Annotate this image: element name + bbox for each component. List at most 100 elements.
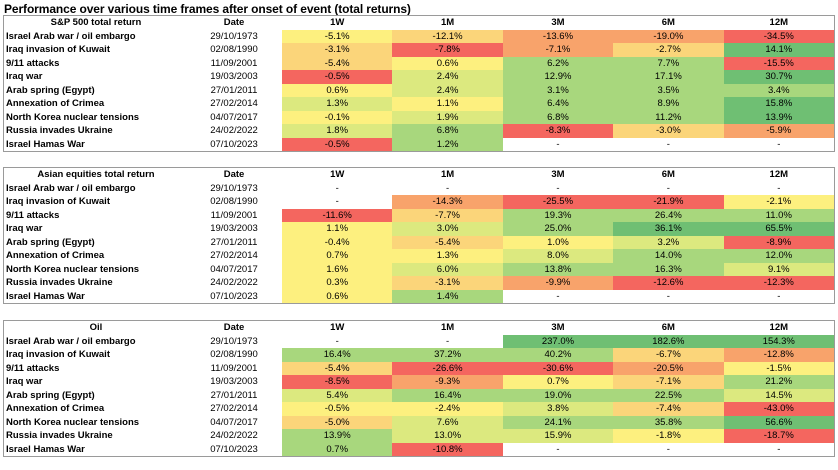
return-cell: 1.3% [282,97,393,111]
return-cell: 5.4% [282,388,393,402]
return-cell: 7.6% [392,415,503,429]
return-cell: -12.1% [392,29,503,43]
return-cell: 24.1% [502,415,614,429]
return-cell: - [613,289,724,303]
return-cell: 237.0% [502,334,614,348]
return-cell: 13.8% [502,262,614,276]
returns-table: Asian equities total return Date 1W 1M 3M 6M 1… [4,168,834,303]
return-cell: 7.7% [613,56,724,70]
column-header: 6M [613,321,724,335]
return-cell: 14.0% [613,249,724,263]
event-name: Annexation of Crimea [6,403,105,414]
return-cell: -14.3% [392,195,503,209]
column-header: 1M [392,168,503,182]
return-cell: 3.5% [613,83,724,97]
return-cell: 1.3% [392,249,503,263]
table-row: Israel Arab war / oil embargo 29/10/1973 -… [4,29,834,43]
event-name: Israel Arab war / oil embargo [6,30,136,42]
return-cell: -18.7% [723,429,834,443]
event-date: 24/02/2022 [210,125,258,136]
event-date: 27/02/2014 [210,403,258,414]
return-cell: -5.9% [723,124,834,138]
return-cell: -1.8% [613,429,724,443]
return-cell: 13.9% [282,429,393,443]
return-cell: 6.8% [392,124,503,138]
return-cell: 1.0% [502,235,614,249]
returns-table: S&P 500 total return Date 1W 1M 3M 6M 12M Israe… [4,16,834,151]
return-cell: 15.8% [723,97,834,111]
table-row: 9/11 attacks 11/09/2001 -11.6% -7.7% 19.3% 26… [4,208,834,222]
event-date: 29/10/1973 [210,182,258,194]
table-row: Iraq war 19/03/2003 -0.5% 2.4% 12.9% 17.1% 30.… [4,70,834,84]
table-row: Israel Hamas War 07/10/2023 0.7% -10.8% - - - [4,442,834,456]
return-cell: 1.2% [392,137,503,151]
return-cell: -5.4% [282,56,393,70]
return-cell: - [392,181,503,195]
event-date: 27/02/2014 [210,250,258,261]
return-cell: -11.6% [282,208,393,222]
return-cell: 36.1% [613,222,724,236]
event-date: 02/08/1990 [210,196,258,207]
sp500-table-block: S&P 500 total return Date 1W 1M 3M 6M 12M Israe… [3,15,835,152]
event-date: 19/03/2003 [210,376,258,387]
return-cell: 0.6% [392,56,503,70]
return-cell: 1.6% [282,262,393,276]
event-name: Israel Arab war / oil embargo [6,335,136,347]
return-cell: -3.1% [392,276,503,290]
return-cell: 0.7% [502,375,614,389]
table-row: North Korea nuclear tensions 04/07/2017 1.… [4,262,834,276]
return-cell: -8.3% [502,124,614,138]
return-cell: -3.0% [613,124,724,138]
event-date: 29/10/1973 [210,30,258,42]
return-cell: -43.0% [723,402,834,416]
returns-table: Oil Date 1W 1M 3M 6M 12M Israel Arab war / oil … [4,321,834,456]
table-row: Annexation of Crimea 27/02/2014 0.7% 1.3% 8.… [4,249,834,263]
event-date: 04/07/2017 [210,263,258,275]
return-cell: -12.3% [723,276,834,290]
return-cell: -9.9% [502,276,614,290]
column-header: 6M [613,168,724,182]
event-date: 27/01/2011 [210,84,258,96]
return-cell: -7.1% [502,43,614,57]
column-header: 1W [282,168,393,182]
event-date: 24/02/2022 [210,277,258,288]
return-cell: -2.4% [392,402,503,416]
column-header: 3M [502,321,614,335]
event-date: 19/03/2003 [210,71,258,82]
table-row: Russia invades Ukraine 24/02/2022 13.9% 13.… [4,429,834,443]
table-header-row: Asian equities total return Date 1W 1M 3M 6M 1… [4,168,834,182]
table-row: Iraq invasion of Kuwait 02/08/1990 -3.1% -7… [4,43,834,57]
column-header: 3M [502,16,614,30]
return-cell: -15.5% [723,56,834,70]
section-title: Oil [4,321,186,335]
return-cell: - [502,442,614,456]
event-date: 07/10/2023 [210,443,258,455]
return-cell: -0.4% [282,235,393,249]
return-cell: -0.5% [282,70,393,84]
event-name: Arab spring (Egypt) [6,84,95,96]
return-cell: 6.8% [502,110,614,124]
return-cell: 65.5% [723,222,834,236]
column-header: Date [186,168,282,182]
return-cell: -8.5% [282,375,393,389]
return-cell: - [392,334,503,348]
return-cell: 30.7% [723,70,834,84]
table-row: Annexation of Crimea 27/02/2014 -0.5% -2.4%… [4,402,834,416]
column-header: 12M [723,16,834,30]
table-row: Annexation of Crimea 27/02/2014 1.3% 1.1% 6.… [4,97,834,111]
table-row: North Korea nuclear tensions 04/07/2017 -0… [4,110,834,124]
table-row: 9/11 attacks 11/09/2001 -5.4% 0.6% 6.2% 7.7% -… [4,56,834,70]
table-row: Iraq war 19/03/2003 -8.5% -9.3% 0.7% -7.1% 21.… [4,375,834,389]
return-cell: -3.1% [282,43,393,57]
asian-equities-table-block: Asian equities total return Date 1W 1M 3M 6M 1… [3,167,835,304]
return-cell: -26.6% [392,361,503,375]
event-name: Iraq war [6,71,43,82]
event-date: 29/10/1973 [210,335,258,347]
return-cell: - [282,195,393,209]
event-date: 11/09/2001 [210,57,258,69]
table-row: Arab spring (Egypt) 27/01/2011 0.6% 2.4% 3.1… [4,83,834,97]
column-header: 1W [282,321,393,335]
event-name: 9/11 attacks [6,362,60,374]
return-cell: - [723,181,834,195]
return-cell: 2.4% [392,70,503,84]
